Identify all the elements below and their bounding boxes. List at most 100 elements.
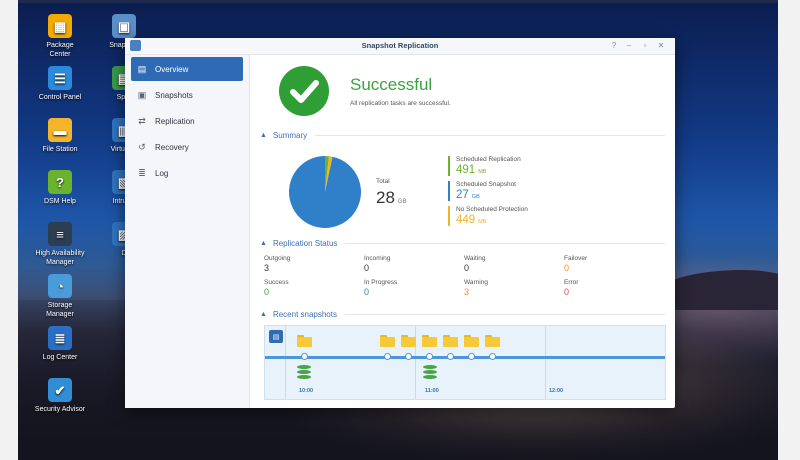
- legend-scheduled-replication: Scheduled Replication 491 MB: [448, 156, 576, 176]
- desktop-icon-label: Package Center: [46, 42, 74, 58]
- legend-unit: GB: [471, 194, 480, 200]
- overview-icon: ▤: [137, 63, 147, 74]
- desktop-icon[interactable]: ☰ Control Panel: [20, 66, 100, 102]
- legend-number: 449: [456, 214, 476, 226]
- close-button[interactable]: ✕: [657, 41, 665, 50]
- timeline-separator: [285, 326, 286, 399]
- calendar-icon[interactable]: ▤: [269, 330, 283, 343]
- legend-number: 27: [456, 189, 469, 201]
- status-label: Outgoing: [264, 255, 291, 262]
- window-title: Snapshot Replication: [361, 41, 439, 50]
- summary-header[interactable]: ▲ Summary: [260, 131, 665, 140]
- help-icon: ?: [48, 170, 72, 194]
- snapshot-timeline[interactable]: ▤ 10:00 11:00 12:00: [264, 325, 666, 400]
- pie-slice-scheduled-snapshot: [289, 156, 361, 228]
- maximize-button[interactable]: ▫: [643, 41, 647, 50]
- desktop-icon-label: Intrusio: [112, 198, 136, 205]
- security-icon: ✔: [48, 378, 72, 402]
- status-outgoing: Outgoing 3: [264, 255, 364, 273]
- divider: [315, 135, 665, 136]
- legend-value: 449 MB: [456, 214, 576, 226]
- replication-database-icon[interactable]: [297, 365, 311, 380]
- taskbar-edge: [18, 0, 778, 3]
- replication-database-icon[interactable]: [423, 365, 437, 380]
- status-value: 0: [464, 263, 470, 273]
- desktop-icon-label: Control Panel: [38, 94, 82, 101]
- divider: [344, 314, 665, 315]
- replication-status-header[interactable]: ▲ Replication Status: [260, 239, 665, 248]
- help-button[interactable]: ?: [611, 41, 617, 50]
- desktop-icon-label: DSM Help: [44, 198, 76, 205]
- timeline-separator: [545, 326, 546, 399]
- total-label: Total: [376, 178, 390, 185]
- timeline-time-label: 10:00: [299, 388, 314, 394]
- replication-icon: ⇄: [138, 115, 146, 126]
- snapshot-folder-icon[interactable]: [401, 335, 416, 347]
- snapshot-folder-icon[interactable]: [297, 335, 312, 347]
- sidebar-item-label: Overview: [155, 64, 189, 74]
- desktop-icon[interactable]: ▣ Snapshot: [84, 14, 164, 50]
- divider: [345, 243, 665, 244]
- timeline-time-label: 11:00: [425, 388, 439, 394]
- summary-heading: Summary: [272, 131, 308, 140]
- legend-scheduled-snapshot: Scheduled Snapshot 27 GB: [448, 181, 576, 201]
- chevron-up-icon: ▲: [260, 240, 267, 247]
- timeline-track: [265, 356, 665, 359]
- chevron-up-icon: ▲: [260, 132, 267, 139]
- status-incoming: Incoming 0: [364, 255, 464, 273]
- desktop-icon[interactable]: ? DSM Help: [20, 170, 100, 206]
- legend-value: 27 GB: [456, 189, 576, 201]
- sidebar-item-label: Recovery: [155, 142, 189, 152]
- legend-label: No Scheduled Protection: [456, 206, 528, 213]
- sidebar-item-recovery[interactable]: ↺ Recovery: [131, 135, 243, 159]
- timeline-node[interactable]: [384, 353, 391, 360]
- status-subtitle: All replication tasks are successful.: [350, 100, 451, 107]
- snapshot-replication-window: Snapshot Replication ? – ▫ ✕ ▤ Overview …: [125, 38, 675, 408]
- control-panel-icon: ☰: [48, 66, 72, 90]
- recovery-icon: ↺: [138, 141, 146, 152]
- window-titlebar[interactable]: Snapshot Replication ? – ▫ ✕: [125, 38, 675, 55]
- desktop-icon[interactable]: ≡ High Availability Manager: [20, 222, 100, 267]
- legend-label: Scheduled Snapshot: [456, 181, 516, 188]
- timeline-node[interactable]: [405, 353, 412, 360]
- sidebar-item-label: Log: [155, 168, 169, 178]
- snapshot-folder-icon[interactable]: [485, 335, 500, 347]
- timeline-node[interactable]: [426, 353, 433, 360]
- timeline-node[interactable]: [301, 353, 308, 360]
- folder-icon: ▬: [48, 118, 72, 142]
- desktop-icon[interactable]: ▦ Package Center: [20, 14, 100, 59]
- status-in-progress: In Progress 0: [364, 279, 464, 297]
- sidebar-item-snapshots[interactable]: ▣ Snapshots: [131, 83, 243, 107]
- status-value: 0: [364, 263, 370, 273]
- desktop-icon[interactable]: ▬ File Station: [20, 118, 100, 154]
- desktop-icon[interactable]: ✔ Security Advisor: [20, 378, 100, 414]
- sidebar: ▤ Overview ▣ Snapshots ⇄ Replication ↺ R…: [125, 55, 250, 408]
- sidebar-item-replication[interactable]: ⇄ Replication: [131, 109, 243, 133]
- timeline-separator: [415, 326, 416, 399]
- desktop-icon[interactable]: ≣ Log Center: [20, 326, 100, 362]
- status-failover: Failover 0: [564, 255, 664, 273]
- hill: [658, 270, 778, 310]
- sidebar-item-log[interactable]: ≣ Log: [131, 161, 243, 185]
- timeline-node[interactable]: [489, 353, 496, 360]
- desktop-icon[interactable]: ◔ Storage Manager: [20, 274, 100, 319]
- sidebar-item-overview[interactable]: ▤ Overview: [131, 57, 243, 81]
- legend-value: 491 MB: [456, 164, 576, 176]
- status-label: Error: [564, 279, 579, 286]
- timeline-node[interactable]: [447, 353, 454, 360]
- timeline-node[interactable]: [468, 353, 475, 360]
- snapshot-folder-icon[interactable]: [380, 335, 395, 347]
- snapshot-folder-icon[interactable]: [464, 335, 479, 347]
- recent-snapshots-header[interactable]: ▲ Recent snapshots: [260, 310, 665, 319]
- minimize-button[interactable]: –: [626, 41, 632, 50]
- snapshot-folder-icon[interactable]: [443, 335, 458, 347]
- log-icon: ≣: [138, 167, 146, 178]
- status-label: Failover: [564, 255, 588, 262]
- status-label: Incoming: [364, 255, 391, 262]
- legend-label: Scheduled Replication: [456, 156, 521, 163]
- snapshot-folder-icon[interactable]: [422, 335, 437, 347]
- status-title: Successful: [350, 75, 433, 94]
- storage-icon: ◔: [48, 274, 72, 298]
- legend-unit: MB: [478, 219, 487, 225]
- replication-status-heading: Replication Status: [272, 239, 338, 248]
